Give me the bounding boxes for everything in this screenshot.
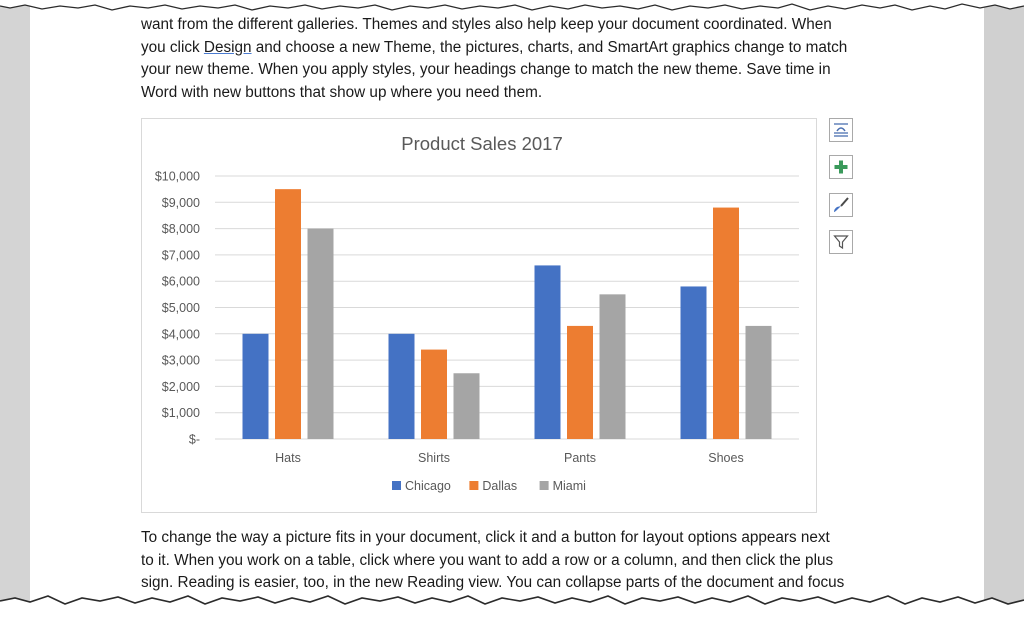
bar-miami — [599, 294, 626, 439]
y-tick-label: $5,000 — [162, 301, 200, 315]
layout-options-icon — [834, 123, 848, 137]
paragraph-line: to it. When you work on a table, click w… — [141, 551, 834, 569]
bar-miami — [745, 325, 772, 439]
legend-swatch — [469, 481, 479, 490]
y-tick-label: $7,000 — [162, 248, 200, 262]
y-tick-label: $2,000 — [162, 380, 200, 394]
x-tick-label: Pants — [564, 451, 596, 465]
y-tick-label: $6,000 — [162, 275, 200, 289]
y-tick-label: $9,000 — [162, 196, 200, 210]
legend-label: Dallas — [482, 479, 517, 493]
chart-filters-button[interactable] — [829, 230, 853, 254]
embedded-chart[interactable]: Product Sales 2017 $- $1,000 $2,000 $3,000 $4… — [141, 118, 817, 513]
bar-dallas — [421, 349, 447, 439]
bar-chicago — [242, 333, 269, 439]
legend-label: Chicago — [405, 479, 451, 493]
design-link[interactable]: Design — [203, 38, 252, 56]
y-tick-label: $1,000 — [162, 406, 200, 420]
paragraph-line: your new theme. When you apply styles, y… — [141, 61, 831, 79]
x-tick-label: Shoes — [708, 451, 743, 465]
bar-dallas — [275, 189, 301, 439]
x-tick-label: Hats — [275, 451, 301, 465]
paragraph-line: To change the way a picture fits in your… — [141, 529, 830, 546]
left-margin-area — [0, 0, 30, 625]
body-paragraph-top: want from the different galleries. Theme… — [141, 14, 871, 105]
torn-bottom-edge — [0, 595, 1024, 625]
bar-dallas — [713, 207, 739, 439]
paragraph-line: sign. Reading is easier, too, in the new… — [141, 574, 845, 592]
chart-title: Product Sales 2017 — [401, 133, 562, 154]
bar-chicago — [388, 333, 415, 439]
bar-miami — [453, 373, 480, 439]
paragraph-line: want from the different galleries. Theme… — [141, 16, 832, 33]
torn-top-edge — [0, 0, 1024, 11]
bar-chicago — [534, 265, 561, 439]
y-tick-label: $8,000 — [162, 222, 200, 236]
paragraph-text: and choose a new Theme, the pictures, ch… — [251, 38, 848, 56]
legend-swatch — [392, 481, 401, 490]
chart-canvas: Product Sales 2017 $- $1,000 $2,000 $3,000 $4… — [155, 133, 799, 493]
bar-miami — [307, 228, 334, 439]
chart-elements-button[interactable] — [829, 155, 853, 179]
chart-filters-icon — [833, 235, 849, 250]
y-tick-label: $3,000 — [162, 354, 200, 368]
chart-styles-brush-icon — [834, 197, 849, 212]
paragraph-line: you click Design and choose a new Theme,… — [141, 37, 871, 60]
x-tick-label: Shirts — [418, 451, 450, 465]
legend-swatch — [539, 481, 549, 490]
chart-elements-plus-icon — [834, 160, 848, 174]
y-tick-label: $10,000 — [155, 170, 200, 184]
bar-dallas — [567, 325, 593, 439]
chart-styles-button[interactable] — [829, 193, 853, 217]
paragraph-text: you click — [141, 38, 204, 56]
legend-label: Miami — [553, 479, 586, 493]
layout-options-button[interactable] — [829, 118, 853, 142]
y-tick-label: $- — [189, 433, 200, 447]
right-margin-area — [984, 0, 1024, 625]
bar-chicago — [680, 286, 707, 439]
body-paragraph-bottom: To change the way a picture fits in your… — [141, 527, 871, 595]
y-tick-label: $4,000 — [162, 327, 200, 341]
paragraph-line: Word with new buttons that show up where… — [141, 84, 543, 102]
